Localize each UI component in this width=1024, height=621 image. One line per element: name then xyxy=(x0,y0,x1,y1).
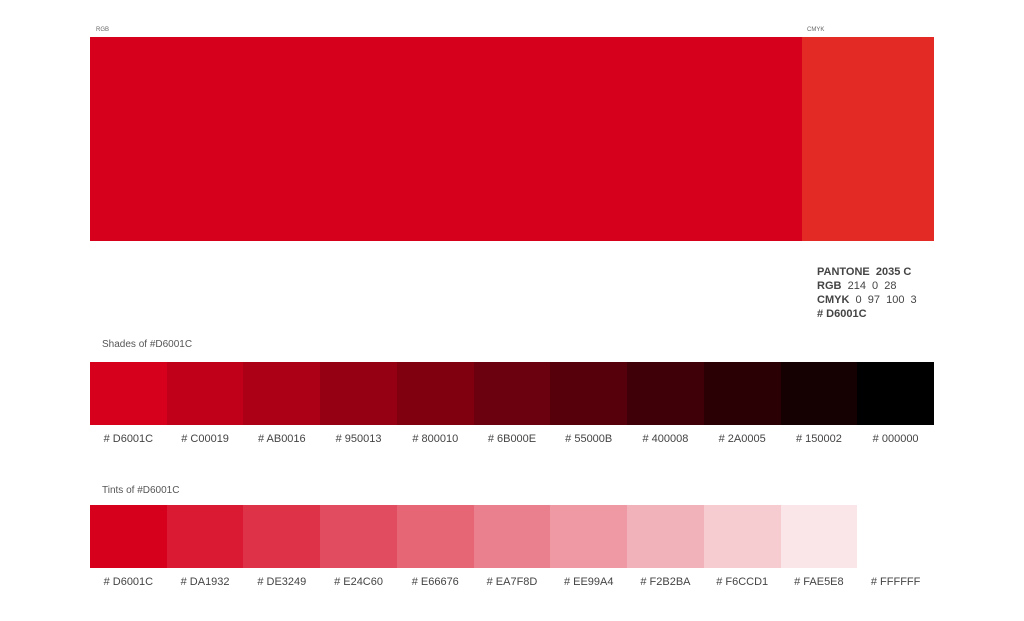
swatch-label: # 000000 xyxy=(872,433,919,445)
swatch xyxy=(857,505,935,568)
shades-title: Shades of #D6001C xyxy=(102,339,193,350)
spec-key: RGB xyxy=(817,280,842,292)
swatch xyxy=(857,362,935,425)
swatch-label: # AB0016 xyxy=(257,433,306,445)
swatch-label: # D6001C xyxy=(103,433,154,445)
swatch xyxy=(90,505,168,568)
swatch-label: # FFFFFF xyxy=(870,576,921,588)
swatch-label: # FAE5E8 xyxy=(794,576,844,588)
spec-line: CMYK 0 97 100 3 xyxy=(817,293,917,307)
swatch-label: # 800010 xyxy=(412,433,459,445)
swatch xyxy=(703,505,782,568)
swatch xyxy=(396,505,475,568)
spec-block: PANTONE 2035 C RGB 214 0 28 CMYK 0 97 100 … xyxy=(817,265,917,321)
swatch-label: # 400008 xyxy=(642,433,689,445)
spec-value: 2035 C xyxy=(875,266,912,278)
swatch xyxy=(550,505,628,568)
swatch-label: # 55000B xyxy=(565,433,613,445)
swatch xyxy=(780,505,858,568)
spec-line: # D6001C xyxy=(817,307,917,321)
swatch xyxy=(396,362,475,425)
swatch xyxy=(320,505,398,568)
swatch-label: # F6CCD1 xyxy=(716,576,769,588)
cmyk-label: CMYK xyxy=(807,27,825,33)
spec-line: RGB 214 0 28 xyxy=(817,279,917,293)
spec-value: 214 0 28 xyxy=(847,280,897,292)
spec-key: CMYK xyxy=(817,294,850,306)
swatch-label: # DA1932 xyxy=(180,576,230,588)
swatch-label: # 2A0005 xyxy=(718,433,766,445)
swatch-label: # 150002 xyxy=(795,433,842,445)
swatch-label: # F2B2BA xyxy=(640,576,691,588)
swatch xyxy=(780,362,858,425)
swatch xyxy=(320,362,398,425)
swatch-label: # DE3249 xyxy=(257,576,307,588)
rgb-label: RGB xyxy=(96,27,110,33)
swatch xyxy=(166,505,244,568)
spec-key: PANTONE xyxy=(817,266,870,278)
swatch xyxy=(627,362,705,425)
swatch xyxy=(627,505,705,568)
spec-key: # D6001C xyxy=(817,308,867,320)
cmyk-swatch xyxy=(802,37,934,241)
swatch xyxy=(703,362,782,425)
swatch-label: # D6001C xyxy=(103,576,154,588)
swatch-label: # 6B000E xyxy=(487,433,537,445)
swatch xyxy=(473,505,551,568)
swatch-label: # E66676 xyxy=(411,576,459,588)
swatch xyxy=(243,505,321,568)
swatch-label: # E24C60 xyxy=(334,576,383,588)
swatch xyxy=(243,362,321,425)
swatch-label: # 950013 xyxy=(335,433,382,445)
swatch-label: # EE99A4 xyxy=(563,576,614,588)
swatch xyxy=(550,362,628,425)
swatch xyxy=(473,362,551,425)
swatch xyxy=(90,362,168,425)
rgb-swatch xyxy=(90,37,802,241)
swatch-label: # C00019 xyxy=(181,433,229,445)
tints-title: Tints of #D6001C xyxy=(102,485,180,496)
spec-line: PANTONE 2035 C xyxy=(817,265,917,279)
spec-value: 0 97 100 3 xyxy=(855,294,917,306)
swatch xyxy=(166,362,244,425)
swatch-label: # EA7F8D xyxy=(486,576,538,588)
